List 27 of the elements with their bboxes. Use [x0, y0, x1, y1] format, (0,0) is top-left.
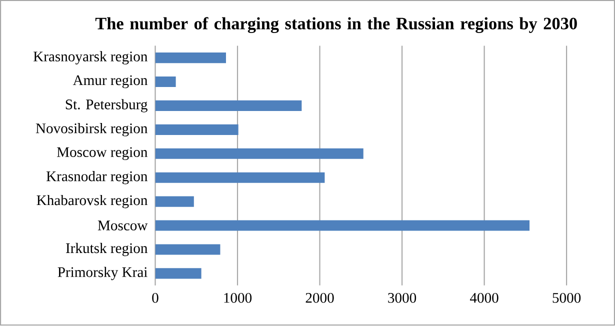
x-tick-label: 4000 [470, 293, 498, 303]
bar [155, 52, 226, 64]
bar [155, 220, 530, 232]
x-tick-label: 3000 [388, 293, 416, 303]
y-tick-label: Krasnodar region [46, 171, 148, 184]
x-tick-label: 1000 [224, 293, 252, 303]
bar [155, 124, 238, 136]
y-tick-label: Amur region [72, 76, 148, 88]
bar [155, 148, 364, 160]
y-tick-label: St. Petersburg [66, 99, 148, 113]
y-tick-label: Moscow [98, 220, 148, 231]
bar [155, 172, 325, 184]
bar [155, 244, 220, 255]
y-tick-label: Krasnoyarsk region [34, 51, 148, 65]
y-tick-label: Novosibirsk region [36, 123, 148, 137]
y-tick-label: Irkutsk region [66, 243, 148, 256]
bar [155, 196, 194, 208]
x-tick-label: 2000 [306, 293, 334, 303]
y-tick-label: Khabarovsk region [36, 195, 148, 208]
bar [155, 76, 176, 88]
chart-title: The number of charging stations in the Russian regions by 2030 [95, 17, 577, 34]
y-tick-label: Primorsky Krai [58, 267, 148, 280]
bar [155, 100, 302, 112]
x-tick-label: 5000 [552, 293, 581, 303]
bar [155, 268, 202, 279]
x-tick-label: 0 [152, 293, 158, 303]
y-tick-label: Moscow region [56, 147, 148, 160]
